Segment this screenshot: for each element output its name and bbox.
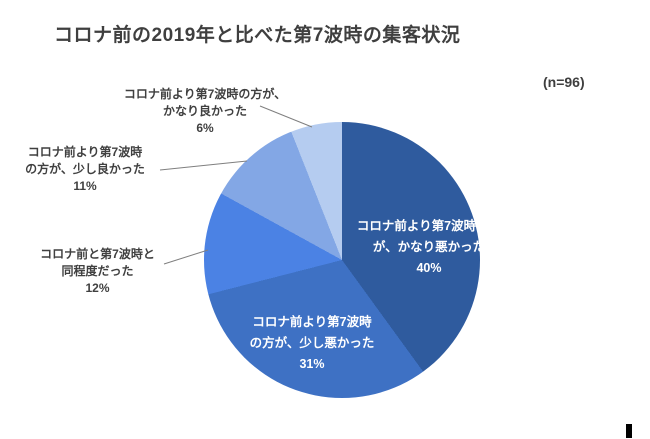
leader-line-same [163, 249, 209, 265]
label-percent: 6% [196, 121, 214, 135]
label-percent: 11% [73, 179, 97, 193]
sample-size-label: (n=96) [543, 74, 585, 90]
chart-title: コロナ前の2019年と比べた第7波時の集客状況 [54, 25, 461, 46]
label-line: かなり良かった [162, 104, 247, 118]
slice-label-slightly-worse: コロナ前より第7波時 の方が、少し悪かった 31% [228, 312, 396, 375]
slice-label-much-better: コロナ前より第7波時の方が、 かなり良かった 6% [115, 86, 295, 137]
label-percent: 12% [85, 281, 110, 295]
slice-label-same: コロナ前と第7波時と 同程度だった 12% [30, 246, 165, 297]
label-line: コロナ前より第7波時の方が、 [123, 87, 287, 101]
label-line: が、かなり悪かった [372, 240, 486, 254]
label-line: コロナ前より第7波時の方 [356, 219, 502, 233]
slice-label-slightly-better: コロナ前より第7波時 の方が、少し良かった 11% [10, 144, 160, 195]
leader-line-slightly-better [159, 160, 248, 171]
label-percent: 40% [416, 261, 442, 275]
text-cursor-artifact [626, 424, 632, 438]
label-line: コロナ前と第7波時と [40, 247, 155, 261]
label-line: の方が、少し良かった [25, 162, 145, 176]
label-line: コロナ前より第7波時 [27, 145, 143, 159]
label-line: の方が、少し悪かった [249, 336, 375, 350]
pie [204, 122, 480, 398]
label-line: 同程度だった [61, 264, 134, 278]
label-percent: 31% [299, 357, 325, 371]
slice-label-much-worse: コロナ前より第7波時の方 が、かなり悪かった 40% [345, 216, 513, 279]
label-line: コロナ前より第7波時 [252, 315, 372, 329]
